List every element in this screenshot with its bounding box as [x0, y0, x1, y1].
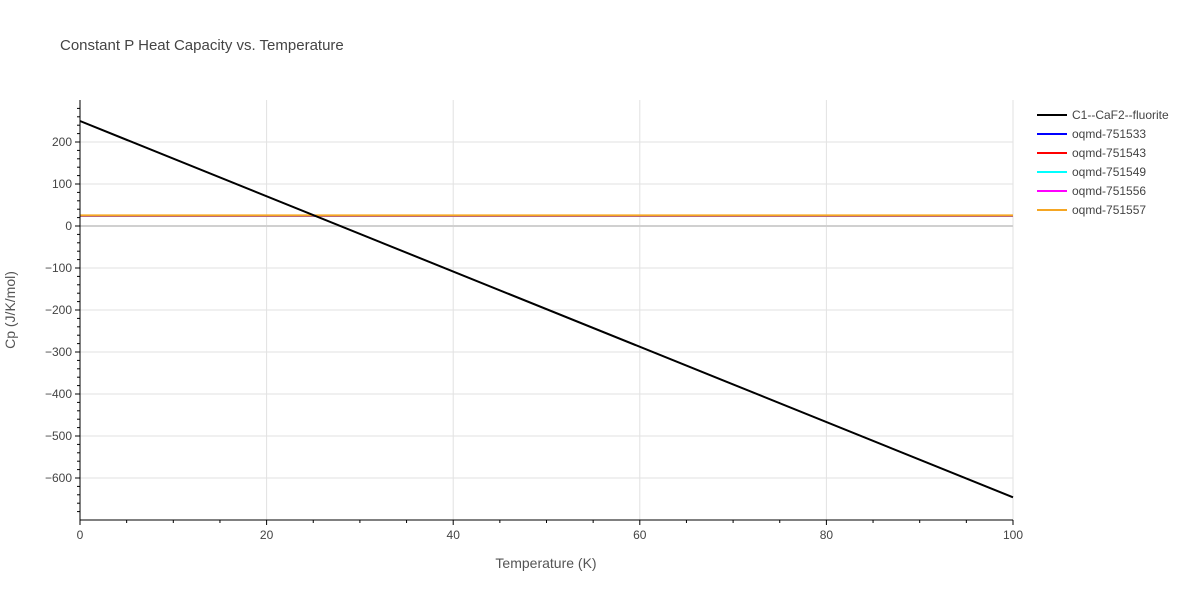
legend-item[interactable]: oqmd-751556 — [1037, 184, 1146, 198]
y-axis-title: Cp (J/K/mol) — [2, 271, 18, 349]
grid — [80, 100, 1014, 520]
x-tick-label: 80 — [820, 528, 834, 542]
series-line-C1--CaF2--fluorite — [79, 120, 1014, 499]
x-tick-label: 100 — [1003, 528, 1023, 542]
legend-label: oqmd-751543 — [1072, 146, 1146, 160]
legend-label: oqmd-751549 — [1072, 165, 1146, 179]
legend-label: oqmd-751557 — [1072, 203, 1146, 217]
y-tick-label: 100 — [52, 177, 72, 191]
legend-item[interactable]: oqmd-751557 — [1037, 203, 1146, 217]
y-tick-label: −300 — [45, 345, 72, 359]
legend-item[interactable]: oqmd-751549 — [1037, 165, 1146, 179]
y-tick-label: −400 — [45, 387, 72, 401]
y-tick-label: 0 — [65, 219, 72, 233]
legend-label: oqmd-751556 — [1072, 184, 1146, 198]
x-tick-label: 60 — [633, 528, 647, 542]
chart-title: Constant P Heat Capacity vs. Temperature — [60, 37, 344, 54]
legend-item[interactable]: oqmd-751533 — [1037, 127, 1146, 141]
y-tick-label: −500 — [45, 429, 72, 443]
legend[interactable]: C1--CaF2--fluorite oqmd-751533 oqmd-751543… — [1037, 108, 1169, 217]
legend-item[interactable]: C1--CaF2--fluorite — [1037, 108, 1169, 122]
y-tick-label: 200 — [52, 135, 72, 149]
y-tick-label: −200 — [45, 303, 72, 317]
legend-label: C1--CaF2--fluorite — [1072, 108, 1169, 122]
x-tick-label: 0 — [77, 528, 84, 542]
y-tick-label: −100 — [45, 261, 72, 275]
x-tick-label: 20 — [260, 528, 274, 542]
legend-item[interactable]: oqmd-751543 — [1037, 146, 1146, 160]
x-axis-title: Temperature (K) — [495, 555, 596, 571]
tick-labels: 0 20 40 60 80 100 200 100 0 −100 −200 −300 −400 −500 −… — [45, 135, 1023, 542]
x-tick-label: 40 — [447, 528, 461, 542]
y-tick-label: −600 — [45, 471, 72, 485]
axes — [75, 100, 1014, 525]
legend-label: oqmd-751533 — [1072, 127, 1146, 141]
series-lines — [79, 120, 1014, 499]
